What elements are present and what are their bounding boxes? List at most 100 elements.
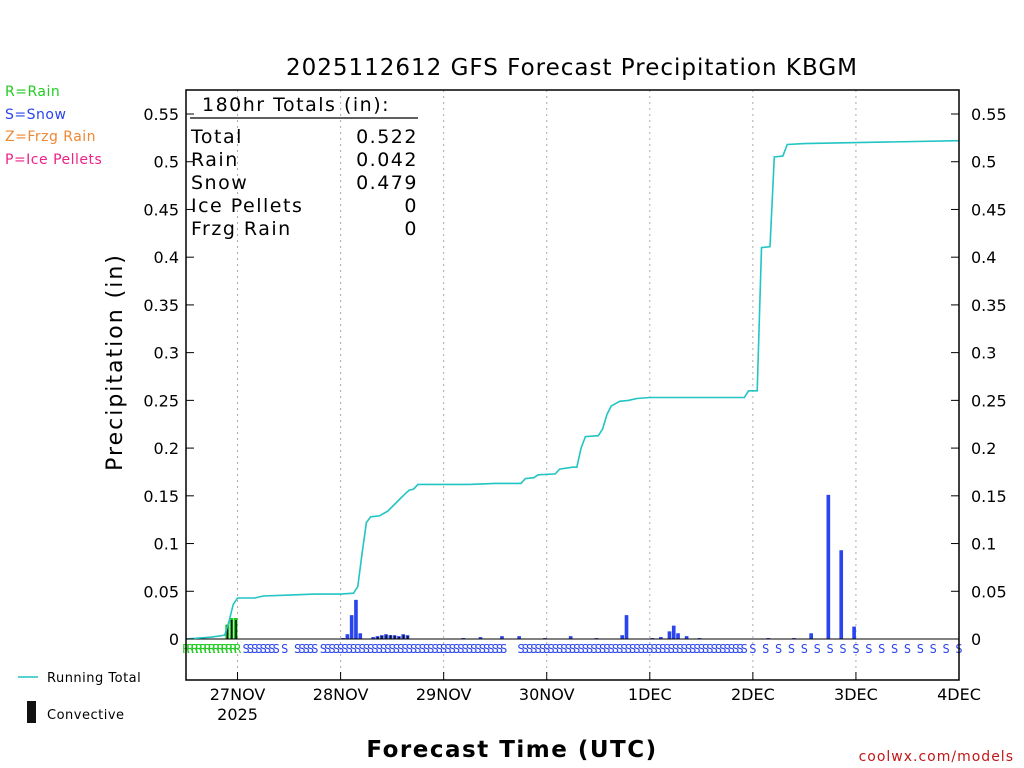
precip-type-snow: S [380,642,387,656]
totals-value-total: 0.522 [356,126,418,148]
convective-bar [385,635,388,639]
precip-type-rain: R [187,642,195,656]
precip-type-snow: S [543,642,550,656]
precip-type-snow: S [294,642,301,656]
y-axis-label: Precipitation (in) [103,253,128,471]
precip-type-snow: S [663,642,670,656]
y-tick-label-left: 0.35 [143,296,179,315]
totals-label-snow: Snow [191,172,248,194]
precip-bar-snow [349,615,354,639]
precip-type-snow: S [852,642,859,656]
precip-type-snow: S [393,642,400,656]
precip-type-snow: S [711,642,718,656]
precip-type-snow: S [633,642,640,656]
precip-type-snow: S [603,642,610,656]
precip-type-snow: S [337,642,344,656]
precip-type-snow: S [741,642,748,656]
precip-type-rain: R [230,642,238,656]
precip-type-snow: S [839,642,846,656]
y-tick-label-left: 0.5 [154,153,179,172]
precip-type-snow: S [736,642,743,656]
precip-type-snow: S [715,642,722,656]
precip-type-snow: S [642,642,649,656]
precip-type-rain: R [234,642,242,656]
totals-value-ice-pellets: 0 [404,195,418,217]
totals-box: 180hr Totals (in): Total 0.522 Rain 0.04… [190,94,418,240]
precip-bar-snow [500,636,504,639]
precip-type-snow: S [706,642,713,656]
precip-type-snow: S [749,642,756,656]
y-tick-label-right: 0.4 [971,248,996,267]
precip-type-snow: S [573,642,580,656]
totals-label-ice-pellets: Ice Pellets [191,195,303,217]
precip-type-snow: S [311,642,318,656]
y-tick-label-left: 0.1 [154,535,179,554]
precip-type-rain: R [191,642,199,656]
y-tick-label-right: 0.45 [971,200,1007,219]
precip-type-snow: S [616,642,623,656]
precip-type-snow: S [560,642,567,656]
legend-rain: R=Rain [5,84,60,100]
precip-bar-snow [667,631,672,639]
precip-type-snow: S [930,642,937,656]
totals-label-rain: Rain [191,149,239,171]
precip-type-snow: S [878,642,885,656]
precip-type-snow: S [367,642,374,656]
precip-type-snow: S [539,642,546,656]
precip-type-snow: S [620,642,627,656]
y-axis: 0 00.05 0.050.1 0.10.15 0.150.2 0.20.25 0.250.… [143,105,1006,649]
x-tick-label: 30NOV [519,685,575,704]
x-tick-label: 28NOV [313,685,369,704]
precip-type-snow: S [732,642,739,656]
precip-type-snow: S [350,642,357,656]
precip-type-snow: S [676,642,683,656]
precip-type-snow: S [693,642,700,656]
precip-type-snow: S [423,642,430,656]
precip-bar-snow [354,599,358,639]
precip-type-snow: S [904,642,911,656]
totals-heading: 180hr Totals (in): [202,94,390,116]
convective-bar [230,619,233,639]
precip-type-snow: S [547,642,554,656]
y-tick-label-left: 0.15 [143,487,179,506]
precip-type-rain: R [221,642,229,656]
precip-type-snow: S [449,642,456,656]
precip-type-snow: S [891,642,898,656]
precip-type-snow: S [273,642,280,656]
precip-type-snow: S [264,642,271,656]
precip-type-snow: S [827,642,834,656]
precip-type-snow: S [462,642,469,656]
precip-type-snow: S [865,642,872,656]
precip-type-snow: S [646,642,653,656]
precip-bar-snow [809,633,813,639]
precip-bar-snow [478,637,483,639]
precip-type-rain: R [225,642,233,656]
x-tick-label: 1DEC [628,685,672,704]
convective-bar [389,635,392,639]
precip-type-snow: S [247,642,254,656]
precip-type-snow: S [479,642,486,656]
y-tick-label-right: 0.35 [971,296,1007,315]
precip-bar-snow [826,494,831,639]
plot-frame [185,89,960,681]
precip-type-snow: S [406,642,413,656]
precip-type-snow: S [358,642,365,656]
y-tick-label-right: 0.3 [971,344,996,363]
precip-bar-snow [684,636,689,639]
precip-type-snow: S [629,642,636,656]
precip-type-rain: R [204,642,212,656]
precip-type-snow: S [496,642,503,656]
credit-text: coolwx.com/models [859,749,1014,765]
x-tick-label: 4DEC [937,685,981,704]
precip-type-snow: S [268,642,275,656]
precip-type-snow: S [483,642,490,656]
precip-type-snow: S [552,642,559,656]
precip-type-snow: S [324,642,331,656]
precip-bar-snow [671,625,676,639]
precip-type-snow: S [728,642,735,656]
precip-type-snow: S [457,642,464,656]
y-tick-label-right: 0.5 [971,153,996,172]
precip-type-snow: S [444,642,451,656]
precip-type-snow: S [595,642,602,656]
